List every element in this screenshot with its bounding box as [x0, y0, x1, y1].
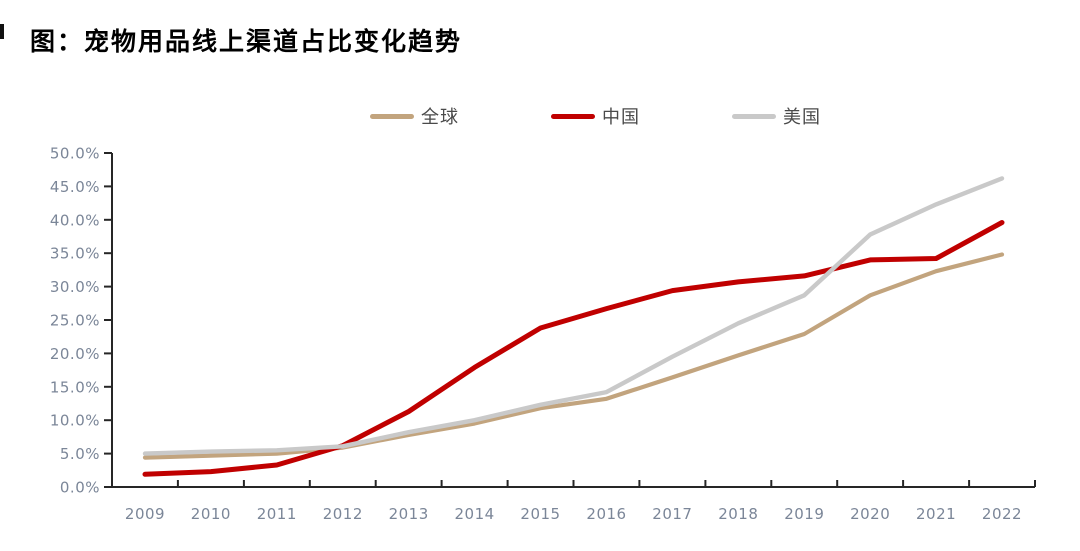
- series-line-3[interactable]: [142, 176, 1005, 456]
- y-tick-label: 30.0%: [50, 278, 100, 296]
- edge-artifact: [0, 24, 4, 39]
- legend-line-swatch: [551, 113, 595, 119]
- legend-label: 中国: [602, 107, 640, 127]
- y-tick-label: 25.0%: [50, 312, 100, 330]
- x-tick-label: 2010: [191, 505, 231, 523]
- y-tick-label: 50.0%: [50, 145, 100, 163]
- x-tick-label: 2019: [784, 505, 824, 523]
- x-tick-label: 2018: [718, 505, 758, 523]
- x-tick-label: 2015: [520, 505, 560, 523]
- y-tick-label: 20.0%: [50, 345, 100, 363]
- x-tick-label: 2017: [652, 505, 692, 523]
- x-tick-label: 2009: [125, 505, 165, 523]
- y-tick-label: 35.0%: [50, 245, 100, 263]
- x-tick-label: 2020: [850, 505, 890, 523]
- y-tick-label: 15.0%: [50, 378, 100, 396]
- legend-item-1[interactable]: 全球: [370, 103, 459, 129]
- legend: 全球 中国 美国: [134, 103, 1057, 129]
- legend-item-2[interactable]: 中国: [551, 103, 640, 129]
- x-tick-label: 2022: [982, 505, 1022, 523]
- x-tick-label: 2011: [257, 505, 297, 523]
- legend-line-swatch: [732, 113, 776, 119]
- legend-line-swatch: [370, 113, 414, 119]
- legend-label: 美国: [783, 107, 821, 127]
- legend-label: 全球: [421, 107, 459, 127]
- x-tick-label: 2021: [916, 505, 956, 523]
- x-tick-label: 2016: [586, 505, 626, 523]
- x-tick-label: 2014: [455, 505, 495, 523]
- y-tick-label: 0.0%: [60, 479, 100, 497]
- series-line-2[interactable]: [142, 220, 1005, 477]
- x-tick-label: 2012: [323, 505, 363, 523]
- y-tick-label: 10.0%: [50, 412, 100, 430]
- chart-title: 图：宠物用品线上渠道占比变化趋势: [30, 29, 463, 56]
- y-tick-label: 45.0%: [50, 178, 100, 196]
- y-tick-label: 40.0%: [50, 211, 100, 229]
- y-tick-label: 5.0%: [60, 445, 100, 463]
- x-tick-label: 2013: [389, 505, 429, 523]
- legend-item-3[interactable]: 美国: [732, 103, 821, 129]
- series-line-1[interactable]: [142, 252, 1005, 460]
